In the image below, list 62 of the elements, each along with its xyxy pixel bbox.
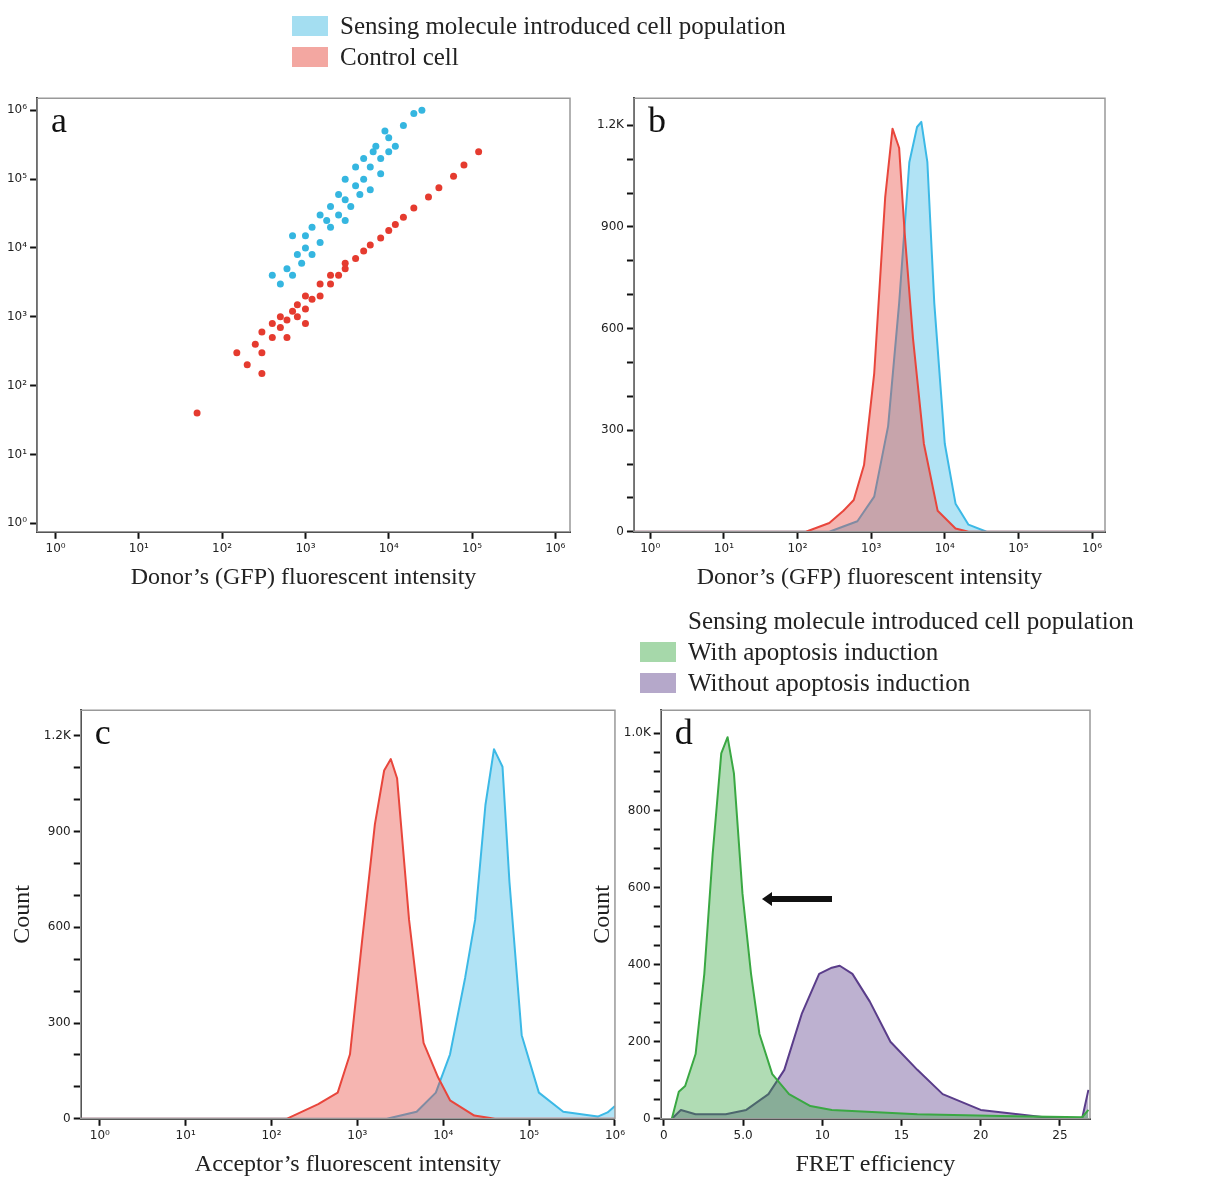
y-tick-label: 400 — [627, 956, 651, 971]
annotation: c — [94, 711, 111, 752]
x-tick-label: 10¹ — [175, 1128, 196, 1143]
x-tick-label: 10⁶ — [545, 541, 566, 556]
y-tick-label: 300 — [601, 422, 624, 437]
y-tick-label: 600 — [601, 320, 624, 335]
y-tick-label: 10⁰ — [6, 515, 28, 530]
legend-title: Sensing molecule introduced cell population — [687, 606, 1134, 636]
x-tick-label: 10³ — [861, 541, 882, 556]
y-tick-label: 10⁵ — [6, 171, 28, 186]
x-tick-label: 10⁵ — [519, 1128, 540, 1143]
x-tick-label: 10² — [261, 1128, 282, 1143]
x-axis-title: Donor’s (GFP) fluorescent intensity — [696, 562, 1043, 589]
y-tick-label: 300 — [47, 1015, 71, 1030]
y-tick-label: 200 — [627, 1033, 651, 1048]
y-tick-label: 10² — [6, 377, 28, 392]
annotation: d — [674, 711, 693, 752]
x-tick-label: 10⁰ — [89, 1128, 111, 1143]
y-tick-label: 1.2K — [597, 117, 626, 132]
x-tick-label: 10⁴ — [934, 541, 956, 556]
y-tick-label: 600 — [627, 879, 651, 894]
x-tick-label: 0 — [660, 1128, 668, 1143]
annotation: a — [51, 99, 68, 140]
x-tick-label: 5.0 — [733, 1128, 753, 1143]
y-tick-label: 10³ — [6, 308, 28, 323]
y-axis-title: Count — [7, 884, 34, 944]
x-tick-label: 10⁴ — [378, 541, 399, 556]
y-tick-label: 600 — [47, 919, 71, 934]
y-tick-label: 10¹ — [6, 446, 28, 461]
x-tick-label: 10² — [212, 541, 233, 556]
y-tick-label: 0 — [63, 1110, 71, 1125]
y-tick-label: 10⁶ — [6, 102, 28, 117]
x-tick-label: 10⁴ — [433, 1128, 454, 1143]
x-axis-title: Donor’s (GFP) fluorescent intensity — [130, 562, 477, 589]
y-tick-label: 0 — [643, 1110, 651, 1125]
x-tick-label: 10⁶ — [1081, 541, 1103, 556]
x-tick-label: 15 — [893, 1128, 910, 1143]
y-tick-label: 1.2K — [43, 727, 72, 742]
x-tick-label: 10⁵ — [461, 541, 483, 556]
legend-label: Sensing molecule introduced cell population — [340, 11, 786, 41]
y-axis-title: Count — [587, 884, 614, 944]
x-tick-label: 10⁵ — [1008, 541, 1029, 556]
x-tick-label: 10² — [787, 541, 808, 556]
x-tick-label: 10¹ — [128, 541, 150, 556]
x-tick-label: 25 — [1052, 1128, 1068, 1143]
legend-label: Control cell — [340, 42, 459, 72]
x-axis-title: Acceptor’s fluorescent intensity — [194, 1149, 501, 1176]
legend-label: With apoptosis induction — [688, 637, 939, 667]
x-axis-title: FRET efficiency — [795, 1149, 956, 1176]
x-tick-label: 10 — [814, 1128, 830, 1143]
y-tick-label: 800 — [627, 802, 651, 817]
x-tick-label: 10¹ — [713, 541, 735, 556]
y-tick-label: 1.0K — [623, 725, 652, 740]
y-tick-label: 0 — [616, 523, 624, 538]
legend-label: Without apoptosis induction — [688, 668, 971, 698]
x-tick-label: 10³ — [347, 1128, 368, 1143]
x-tick-label: 10³ — [295, 541, 316, 556]
y-tick-label: 900 — [601, 219, 624, 234]
x-tick-label: 20 — [973, 1128, 989, 1143]
y-tick-label: 10⁴ — [6, 240, 28, 255]
annotation: b — [647, 99, 666, 140]
y-tick-label: 900 — [47, 823, 71, 838]
